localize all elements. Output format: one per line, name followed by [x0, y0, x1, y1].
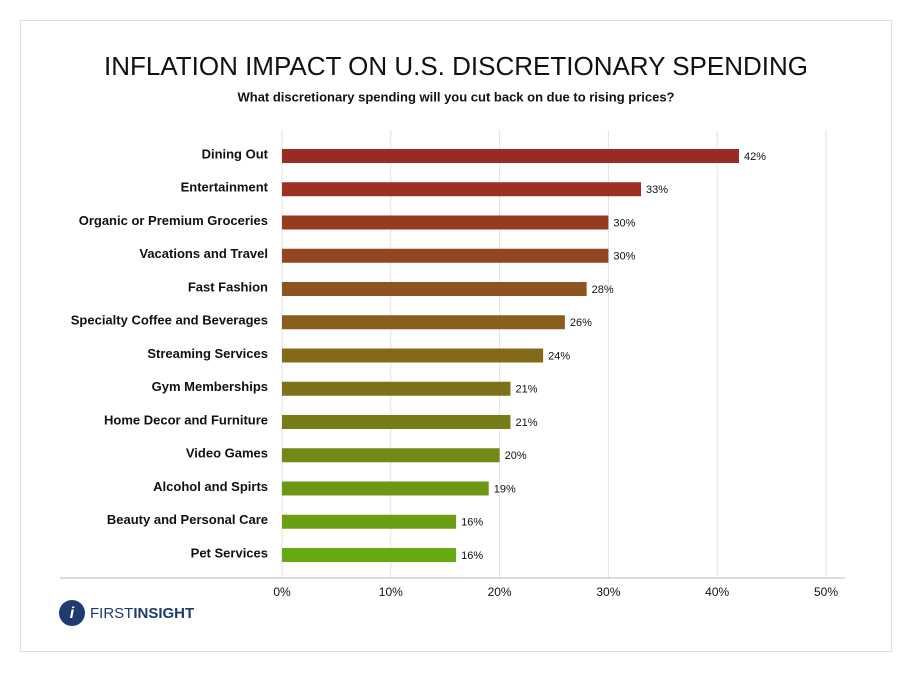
y-tick-label: Entertainment: [181, 180, 269, 195]
value-label: 16%: [461, 550, 483, 562]
y-tick-label: Video Games: [186, 446, 268, 461]
bar: [282, 348, 544, 363]
value-label: 30%: [613, 217, 635, 229]
value-label: 21%: [515, 384, 537, 396]
logo-second: INSIGHT: [133, 605, 194, 622]
bar: [282, 248, 609, 263]
y-tick-label: Pet Services: [191, 545, 268, 560]
logo-icon-letter: i: [70, 605, 75, 622]
x-tick-label: 20%: [488, 585, 512, 599]
value-label: 20%: [505, 450, 527, 462]
value-label: 16%: [461, 517, 483, 529]
x-tick-label: 0%: [273, 585, 291, 599]
bar: [282, 315, 565, 330]
value-label: 28%: [592, 284, 614, 296]
logo-text: FIRSTINSIGHT: [90, 605, 194, 622]
bar: [282, 481, 489, 496]
y-tick-label: Vacations and Travel: [139, 246, 268, 261]
chart-subtitle: What discretionary spending will you cut…: [237, 89, 674, 104]
x-tick-label: 30%: [596, 585, 620, 599]
value-label: 33%: [646, 184, 668, 196]
bar: [282, 149, 739, 163]
y-tick-label: Dining Out: [202, 146, 269, 161]
logo-first: FIRST: [90, 605, 133, 622]
y-tick-label: Gym Memberships: [152, 379, 268, 394]
bar: [282, 514, 457, 529]
x-tick-label: 40%: [705, 585, 729, 599]
y-tick-label: Alcohol and Spirts: [153, 479, 268, 494]
x-tick-label: 50%: [814, 585, 838, 599]
bar: [282, 182, 642, 197]
bar: [282, 282, 587, 296]
value-label: 42%: [744, 151, 766, 163]
frame: [20, 20, 892, 652]
x-tick-label: 10%: [379, 585, 403, 599]
bar: [282, 381, 511, 396]
y-tick-label: Organic or Premium Groceries: [79, 213, 268, 228]
value-label: 19%: [494, 483, 516, 495]
value-label: 21%: [515, 417, 537, 429]
y-tick-label: Home Decor and Furniture: [104, 412, 268, 427]
value-label: 24%: [548, 350, 570, 362]
y-tick-label: Fast Fashion: [188, 279, 268, 294]
y-tick-label: Specialty Coffee and Beverages: [71, 313, 268, 328]
y-tick-label: Beauty and Personal Care: [107, 512, 268, 527]
value-label: 26%: [570, 317, 592, 329]
bar: [282, 415, 511, 429]
bar: [282, 215, 609, 230]
logo-icon: [59, 600, 85, 626]
y-tick-label: Streaming Services: [147, 346, 268, 361]
chart-title: INFLATION IMPACT ON U.S. DISCRETIONARY S…: [104, 51, 808, 81]
bar: [282, 548, 457, 562]
bar: [282, 448, 500, 463]
logo: i FIRSTINSIGHT: [59, 600, 194, 626]
value-label: 30%: [613, 251, 635, 263]
